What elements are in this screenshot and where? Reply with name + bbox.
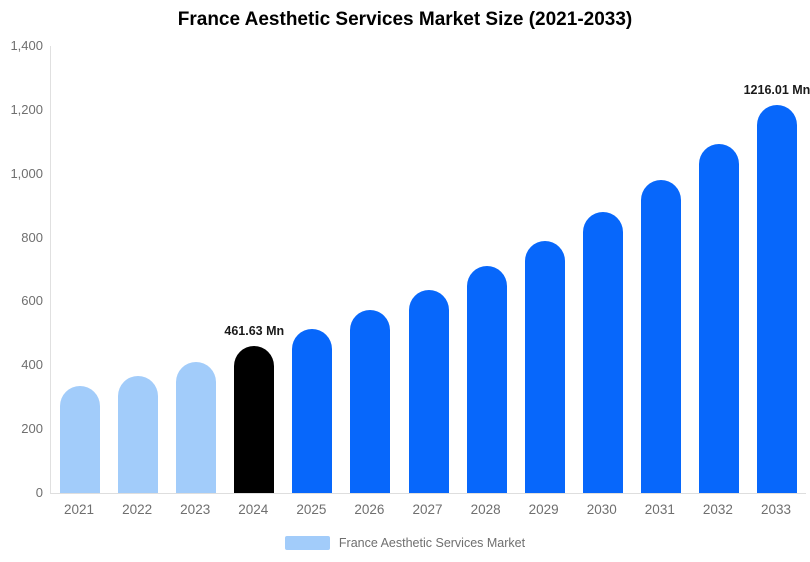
x-axis-label-2026: 2026 (354, 502, 385, 517)
bar-2021 (60, 386, 101, 493)
bar-slot-2022 (109, 46, 167, 493)
bar-slot-2032 (690, 46, 748, 493)
x-axis-label-2031: 2031 (644, 502, 675, 517)
x-axis-label-2033: 2033 (760, 502, 791, 517)
x-axis: 2021 2022 2023 2024 2025 2026 2027 2028 2029 2030… (50, 502, 805, 517)
y-axis-tick-label: 1,400 (10, 38, 43, 53)
bar-slot-2024: 461.63 Mn (224, 46, 285, 493)
bars-container: 461.63 Mn 1216.01 Mn (51, 46, 810, 493)
y-axis-tick-label: 200 (21, 421, 43, 437)
bar-2023 (176, 362, 217, 493)
y-axis-tick-label: 1,000 (10, 165, 43, 181)
bar-2024 (234, 345, 275, 493)
plot-area: 461.63 Mn 1216.01 Mn (50, 46, 810, 494)
bar-2032 (698, 144, 739, 493)
bar-slot-2031 (632, 46, 690, 493)
y-axis-tick-label: 800 (21, 229, 43, 245)
bar-slot-2023 (167, 46, 225, 493)
y-axis-tick-label: 400 (21, 357, 43, 373)
bar-2030 (582, 212, 623, 493)
x-axis-label-2025: 2025 (296, 502, 327, 517)
bar-value-label-2033: 1216.01 Mn (743, 82, 810, 97)
bar-value-label-2024: 461.63 Mn (224, 323, 285, 338)
bar-slot-2027 (399, 46, 457, 493)
bar-slot-2021 (51, 46, 109, 493)
y-axis: 0 200 400 600 800 1,000 1,200 1,400 (0, 39, 43, 500)
bar-2022 (118, 375, 159, 493)
bar-2025 (292, 328, 333, 493)
bar-2027 (408, 289, 449, 493)
bar-2028 (466, 266, 507, 493)
y-axis-tick-label: 0 (35, 485, 43, 500)
x-axis-label-2024: 2024 (238, 502, 269, 517)
legend[interactable]: France Aesthetic Services Market (0, 536, 810, 550)
bar-2033 (756, 104, 797, 493)
x-axis-label-2028: 2028 (470, 502, 501, 517)
bar-2031 (640, 180, 681, 493)
bar-2026 (350, 310, 391, 493)
x-axis-label-2032: 2032 (702, 502, 733, 517)
x-axis-label-2029: 2029 (528, 502, 559, 517)
bar-slot-2029 (516, 46, 574, 493)
bar-2029 (524, 240, 565, 493)
legend-label: France Aesthetic Services Market (338, 536, 526, 550)
bar-slot-2033: 1216.01 Mn (744, 46, 810, 493)
bar-slot-2030 (574, 46, 632, 493)
bar-slot-2026 (341, 46, 399, 493)
x-axis-label-2030: 2030 (586, 502, 617, 517)
x-axis-label-2023: 2023 (180, 502, 211, 517)
x-axis-label-2027: 2027 (412, 502, 443, 517)
bar-slot-2025 (283, 46, 341, 493)
x-axis-label-2021: 2021 (64, 502, 95, 517)
x-axis-label-2022: 2022 (122, 502, 153, 517)
legend-swatch (284, 536, 330, 550)
y-axis-tick-label: 600 (21, 293, 43, 309)
y-axis-tick-label: 1,200 (10, 101, 43, 117)
bar-slot-2028 (458, 46, 516, 493)
chart-title: France Aesthetic Services Market Size (2… (177, 9, 633, 30)
